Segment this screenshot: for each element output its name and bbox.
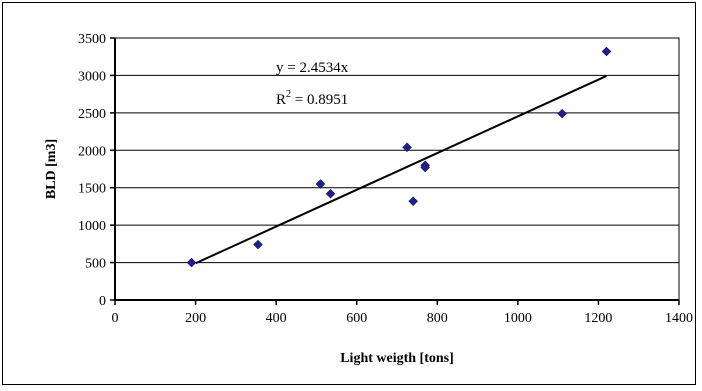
- data-points: [186, 46, 612, 268]
- trendline: [195, 75, 607, 265]
- data-point-4: [402, 142, 412, 153]
- x-tick-label-0: 0: [112, 311, 119, 326]
- y-tick-label-3: 1500: [78, 182, 106, 197]
- y-tick-label-7: 3500: [78, 32, 106, 47]
- y-tick-label-0: 0: [99, 294, 106, 309]
- y-tick-label-5: 2500: [78, 107, 106, 122]
- r-squared-prefix: R: [276, 92, 286, 108]
- x-tick-label-7: 1400: [665, 311, 693, 326]
- x-tick-label-3: 600: [346, 311, 367, 326]
- y-axis-title: BLD [m3]: [44, 139, 59, 199]
- x-tick-label-6: 1200: [584, 311, 612, 326]
- x-axis-title: Light weigth [tons]: [340, 351, 454, 366]
- data-point-2: [315, 179, 326, 189]
- y-tick-label-1: 500: [85, 257, 106, 272]
- data-point-0: [186, 257, 197, 268]
- r-squared-label: R2 = 0.8951: [276, 89, 348, 108]
- y-tick-label-6: 3000: [78, 69, 106, 84]
- r-squared-value: = 0.8951: [291, 92, 348, 108]
- data-point-3: [325, 188, 336, 199]
- x-tick-label-1: 200: [185, 311, 206, 326]
- data-point-1: [253, 239, 263, 250]
- x-tick-labels: 0 200 400 600 800 1000 1200 1400: [112, 311, 694, 326]
- r-squared-superscript: 2: [286, 89, 291, 100]
- data-point-9: [601, 46, 612, 57]
- gridlines: [115, 37, 679, 264]
- x-tick-label-5: 1000: [504, 311, 532, 326]
- data-point-8: [557, 108, 568, 119]
- trendline-equation: y = 2.4534x: [276, 60, 349, 76]
- x-tick-label-2: 400: [266, 311, 287, 326]
- x-tick-label-4: 800: [427, 311, 448, 326]
- y-tick-labels: 0 500 1000 1500 2000 2500 3000 3500: [78, 32, 106, 309]
- y-tick-label-2: 1000: [78, 219, 106, 234]
- y-tick-label-4: 2000: [78, 144, 106, 159]
- data-point-5: [408, 196, 418, 207]
- data-point-7: [420, 162, 431, 173]
- axes: [110, 37, 680, 305]
